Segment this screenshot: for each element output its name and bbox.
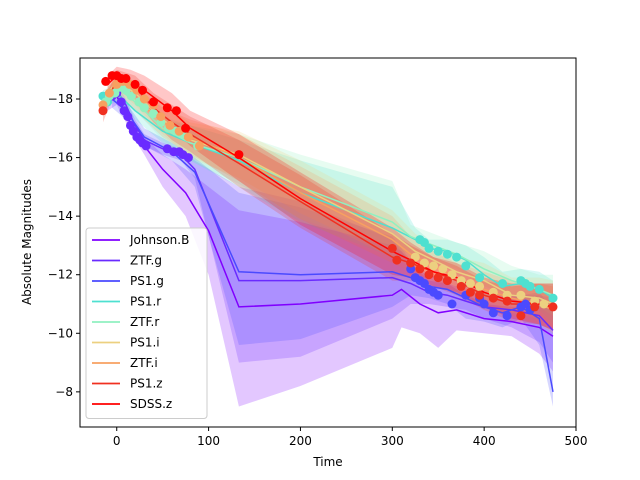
legend-entry: PS1.i (130, 336, 160, 350)
point-ztf-g (141, 141, 151, 151)
line-ps1-g (111, 98, 554, 393)
point-ps1-z (442, 276, 452, 286)
legend-entry: PS1.z (130, 377, 163, 391)
point-sdss-z (149, 97, 158, 107)
point-ps1-i (539, 299, 549, 309)
point-ztf-i (165, 120, 175, 130)
point-ztf-g (183, 153, 193, 163)
point-ps1-r (534, 284, 544, 294)
band-ps1-g (112, 90, 553, 407)
band-ztf-r (107, 78, 553, 316)
point-ps1-i (475, 281, 485, 291)
point-ps1-z (98, 106, 108, 116)
point-ps1-i (438, 264, 448, 274)
point-ps1-z (406, 258, 416, 268)
point-ps1-g (433, 290, 443, 300)
point-ps1-z (415, 264, 425, 274)
point-sdss-z (162, 103, 172, 113)
point-ps1-r (475, 273, 485, 283)
point-ps1-r (548, 293, 558, 303)
point-ps1-i (465, 279, 475, 288)
x-tick-label: 0 (113, 434, 121, 448)
legend-entry: Johnson.B (129, 233, 189, 247)
x-tick-label: 500 (565, 434, 588, 448)
point-ps1-r (442, 249, 452, 259)
legend-entry: PS1.g (130, 274, 164, 288)
y-tick-label: −12 (48, 268, 73, 282)
point-ztf-r (126, 91, 136, 101)
point-ps1-r (498, 279, 507, 288)
point-ztf-g (123, 112, 133, 122)
point-ztf-i (183, 132, 193, 142)
point-sdss-z (171, 106, 181, 116)
y-tick-label: −18 (48, 92, 73, 106)
point-ps1-z (530, 302, 540, 312)
y-axis-ticks: −18 −16 −14 −12 −10 −8 (48, 92, 80, 399)
point-ps1-z (502, 296, 512, 306)
point-ps1-r (525, 281, 535, 291)
point-sdss-z (138, 85, 147, 95)
point-sdss-z (101, 76, 111, 86)
point-ps1-g (488, 308, 498, 318)
point-ps1-r (424, 243, 434, 253)
x-axis-ticks: 0 100 200 300 400 500 (113, 427, 588, 448)
point-ps1-z (387, 243, 397, 253)
point-ps1-z (465, 287, 475, 297)
x-tick-label: 400 (473, 434, 496, 448)
band-ps1-r (103, 84, 553, 325)
point-ps1-r (433, 246, 443, 256)
point-sdss-z (234, 150, 244, 160)
y-axis-label: Absolute Magnitudes (20, 179, 34, 305)
point-ztf-i (156, 112, 166, 122)
x-tick-label: 200 (289, 434, 312, 448)
legend-entry: ZTF.i (130, 356, 158, 370)
point-ztf-r (149, 109, 158, 119)
point-ps1-z (392, 255, 402, 265)
point-sdss-z (121, 74, 131, 83)
point-ps1-z (488, 293, 498, 303)
legend-box (85, 227, 208, 419)
point-ps1-g (447, 299, 457, 309)
point-ps1-z (456, 281, 466, 291)
point-ztf-i (139, 94, 149, 104)
point-ztf-i (104, 88, 114, 98)
point-ztf-r (139, 103, 149, 113)
legend: Johnson.B ZTF.g PS1.g PS1.r ZTF.r PS1.i ZTF.i P… (85, 227, 208, 419)
x-tick-label: 300 (381, 434, 404, 448)
legend-entry: SDSS.z (130, 397, 172, 411)
y-tick-label: −14 (48, 209, 73, 223)
point-ps1-z (516, 311, 526, 321)
point-ztf-g (116, 97, 126, 107)
line-ps1-r (102, 92, 554, 299)
point-ps1-g (502, 311, 512, 321)
legend-entry: PS1.r (130, 295, 161, 309)
y-tick-label: −16 (48, 151, 73, 165)
point-ps1-r (461, 261, 471, 271)
point-ps1-z (424, 270, 434, 280)
point-ps1-r (452, 252, 462, 262)
point-ps1-z (433, 273, 443, 283)
point-ps1-z (548, 302, 558, 312)
point-ps1-z (475, 290, 485, 300)
x-axis-label: Time (312, 455, 342, 469)
point-ps1-i (429, 261, 439, 271)
legend-entry: ZTF.g (130, 254, 162, 268)
point-sdss-z (130, 79, 140, 89)
legend-entry: ZTF.r (130, 315, 159, 329)
y-tick-label: −8 (55, 385, 73, 399)
point-ps1-i (516, 290, 526, 300)
x-tick-label: 100 (197, 434, 220, 448)
y-tick-label: −10 (48, 326, 73, 340)
plot-frame (79, 57, 577, 428)
point-ps1-g (479, 299, 489, 309)
point-ztf-i (194, 141, 204, 151)
series-points (98, 71, 558, 321)
point-sdss-z (181, 123, 191, 133)
band-johnson-b (103, 87, 553, 407)
